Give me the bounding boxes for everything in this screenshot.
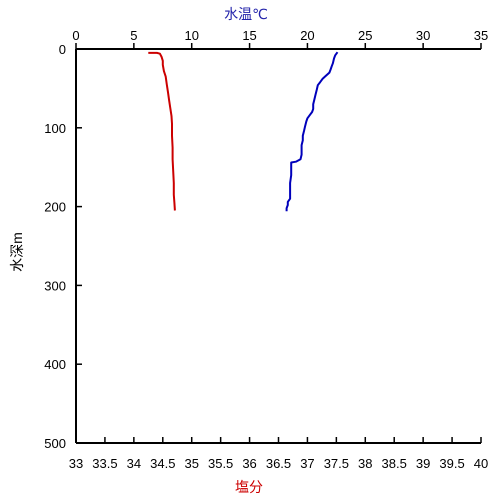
bottom-axis-tick-label: 35.5 xyxy=(208,456,233,471)
y-axis-tick-label: 0 xyxy=(59,42,66,57)
bottom-axis-tick-label: 33 xyxy=(69,456,83,471)
y-axis-title: 水深m xyxy=(9,232,25,272)
water-temperature-line xyxy=(285,51,339,212)
bottom-axis-tick-label: 36 xyxy=(242,456,256,471)
y-axis-tick-label: 200 xyxy=(44,200,66,215)
series-layer xyxy=(148,51,339,212)
bottom-axis-tick-label: 35 xyxy=(184,456,198,471)
top-axis-tick-label: 30 xyxy=(416,28,430,43)
bottom-axis-tick-label: 37 xyxy=(300,456,314,471)
salinity-line xyxy=(148,51,176,211)
bottom-axis-tick-label: 38.5 xyxy=(382,456,407,471)
axes-layer: 0 5 10 15 20 25 30 35 33 33.5 34 34.5 35 35.5 36 36.5 37… xyxy=(44,28,488,471)
bottom-axis-tick-label: 38 xyxy=(358,456,372,471)
y-axis-tick-label: 500 xyxy=(44,436,66,451)
y-axis-tick-label: 100 xyxy=(44,121,66,136)
top-axis-tick-label: 0 xyxy=(72,28,79,43)
bottom-axis-tick-label: 34 xyxy=(127,456,141,471)
bottom-axis-tick-label: 39 xyxy=(416,456,430,471)
bottom-axis-tick-label: 36.5 xyxy=(266,456,291,471)
bottom-axis-tick-label: 33.5 xyxy=(92,456,117,471)
y-axis-tick-label: 300 xyxy=(44,278,66,293)
bottom-axis-tick-label: 39.5 xyxy=(439,456,464,471)
bottom-axis-tick-label: 34.5 xyxy=(150,456,175,471)
bottom-axis-tick-label: 40 xyxy=(474,456,488,471)
bottom-axis-title: 塩分 xyxy=(235,479,263,495)
top-axis-tick-label: 5 xyxy=(130,28,137,43)
top-axis-tick-label: 10 xyxy=(184,28,198,43)
bottom-axis-tick-label: 37.5 xyxy=(324,456,349,471)
top-axis-tick-label: 20 xyxy=(300,28,314,43)
top-axis-tick-label: 35 xyxy=(474,28,488,43)
y-axis-tick-label: 400 xyxy=(44,357,66,372)
top-axis-title: 水温℃ xyxy=(224,6,268,22)
top-axis-tick-label: 15 xyxy=(242,28,256,43)
top-axis-tick-label: 25 xyxy=(358,28,372,43)
